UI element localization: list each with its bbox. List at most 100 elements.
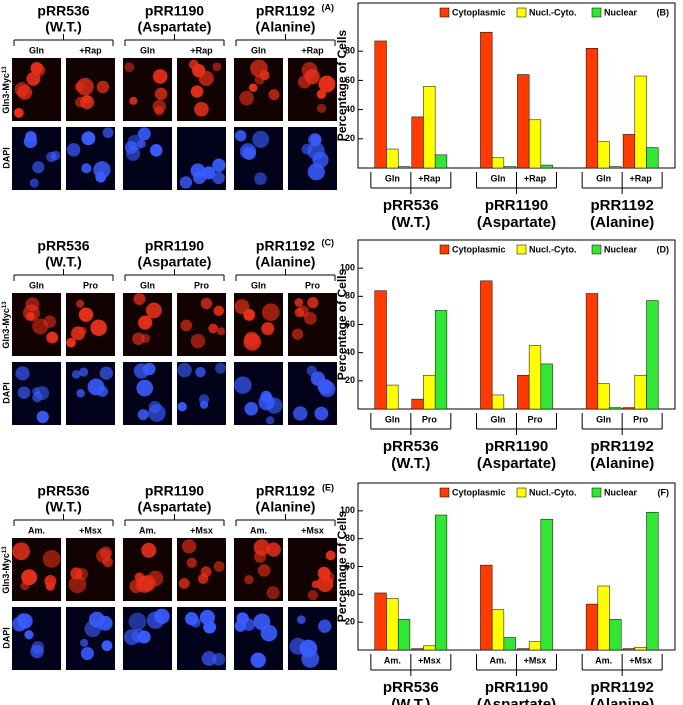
legend-swatch <box>439 7 450 18</box>
cell <box>24 630 34 640</box>
cell <box>239 90 254 106</box>
cell <box>142 315 152 325</box>
legend-label: Cytoplasmic <box>452 244 506 254</box>
cell <box>296 615 306 625</box>
y-tick-label: 60 <box>345 319 355 329</box>
cell <box>31 387 40 396</box>
condition-label: Gln <box>251 45 266 55</box>
strain-label: pRR1190 <box>145 238 204 254</box>
cell <box>76 299 85 308</box>
cell <box>200 297 213 310</box>
cell <box>321 571 335 584</box>
group-label: pRR1190 <box>485 679 548 696</box>
cell <box>190 333 206 349</box>
group-label: pRR1190 <box>485 197 548 214</box>
cell <box>325 550 336 561</box>
cell <box>291 328 304 340</box>
strain-label: pRR536 <box>37 3 89 19</box>
y-tick-label: 60 <box>345 75 355 85</box>
bar <box>374 40 387 169</box>
bar <box>634 75 647 169</box>
y-tick-label: 20 <box>345 375 355 385</box>
cell <box>32 161 45 174</box>
cell <box>76 77 94 96</box>
strain-label: (Aspartate) <box>138 254 212 270</box>
x-tick-label: +Msx <box>524 655 547 665</box>
row-label-text: Gln3-Myc <box>1 553 11 594</box>
legend-label: Nuclear <box>604 7 638 17</box>
cell <box>294 307 305 318</box>
cell <box>192 171 206 185</box>
x-tick-label: Pro <box>527 414 543 424</box>
cell <box>317 378 333 395</box>
strain-label: (Alanine) <box>256 19 316 35</box>
x-tick-label: Gln <box>491 173 506 183</box>
cell <box>307 590 319 601</box>
cell <box>71 369 81 379</box>
cell <box>178 578 190 589</box>
cell <box>46 331 59 344</box>
cell <box>234 376 252 394</box>
bar <box>597 383 610 410</box>
condition-label: +Rap <box>190 45 213 55</box>
cell <box>257 563 271 577</box>
condition-label: +Rap <box>79 45 102 55</box>
cell <box>253 539 270 556</box>
cell <box>213 305 225 317</box>
condition-label: Am. <box>250 525 267 535</box>
cell <box>180 319 193 332</box>
bar <box>374 290 387 410</box>
cell <box>76 389 85 398</box>
group-label: pRR1190 <box>485 438 548 455</box>
legend-swatch <box>439 244 450 255</box>
bar <box>609 619 622 651</box>
row-label: DAPI <box>1 147 11 169</box>
legend-swatch <box>439 487 450 498</box>
bar <box>503 166 516 169</box>
cell <box>36 410 49 424</box>
bar <box>646 511 659 651</box>
bar <box>540 164 553 169</box>
condition-label: Gln <box>140 45 155 55</box>
cell <box>17 386 31 399</box>
x-tick-label: Gln <box>596 414 611 424</box>
bar <box>540 518 553 651</box>
condition-label: Pro <box>83 280 99 290</box>
strain-label: pRR536 <box>37 238 89 254</box>
group-label: (Aspartate) <box>477 455 556 472</box>
cell <box>149 144 163 157</box>
cell <box>133 293 146 305</box>
cell <box>96 80 110 94</box>
x-tick-label: Am. <box>490 655 507 665</box>
strain-label: pRR1192 <box>256 483 315 499</box>
y-tick-label: 60 <box>345 561 355 571</box>
cell <box>179 176 193 189</box>
cell <box>78 307 94 322</box>
legend-swatch <box>591 7 602 18</box>
cell <box>293 406 308 421</box>
bar <box>585 603 599 651</box>
cell <box>26 71 41 86</box>
cell <box>261 322 275 336</box>
cell <box>148 404 166 422</box>
bar <box>434 514 448 651</box>
cell <box>244 402 259 416</box>
cell <box>127 134 144 151</box>
cell <box>32 318 49 335</box>
bar <box>411 116 424 169</box>
bar <box>597 585 610 651</box>
y-tick-label: 100 <box>340 263 355 273</box>
cell <box>81 163 92 174</box>
cell <box>97 615 113 631</box>
x-tick-label: Pro <box>422 414 438 424</box>
condition-label: Gln <box>251 280 266 290</box>
condition-label: Gln <box>29 280 44 290</box>
cell <box>146 611 165 629</box>
y-tick-label: 100 <box>340 505 355 515</box>
cell <box>316 89 327 99</box>
cell <box>314 406 329 421</box>
bar <box>386 598 399 651</box>
cell <box>252 130 270 148</box>
x-tick-label: Gln <box>596 173 611 183</box>
group-label: (Aspartate) <box>477 696 556 705</box>
